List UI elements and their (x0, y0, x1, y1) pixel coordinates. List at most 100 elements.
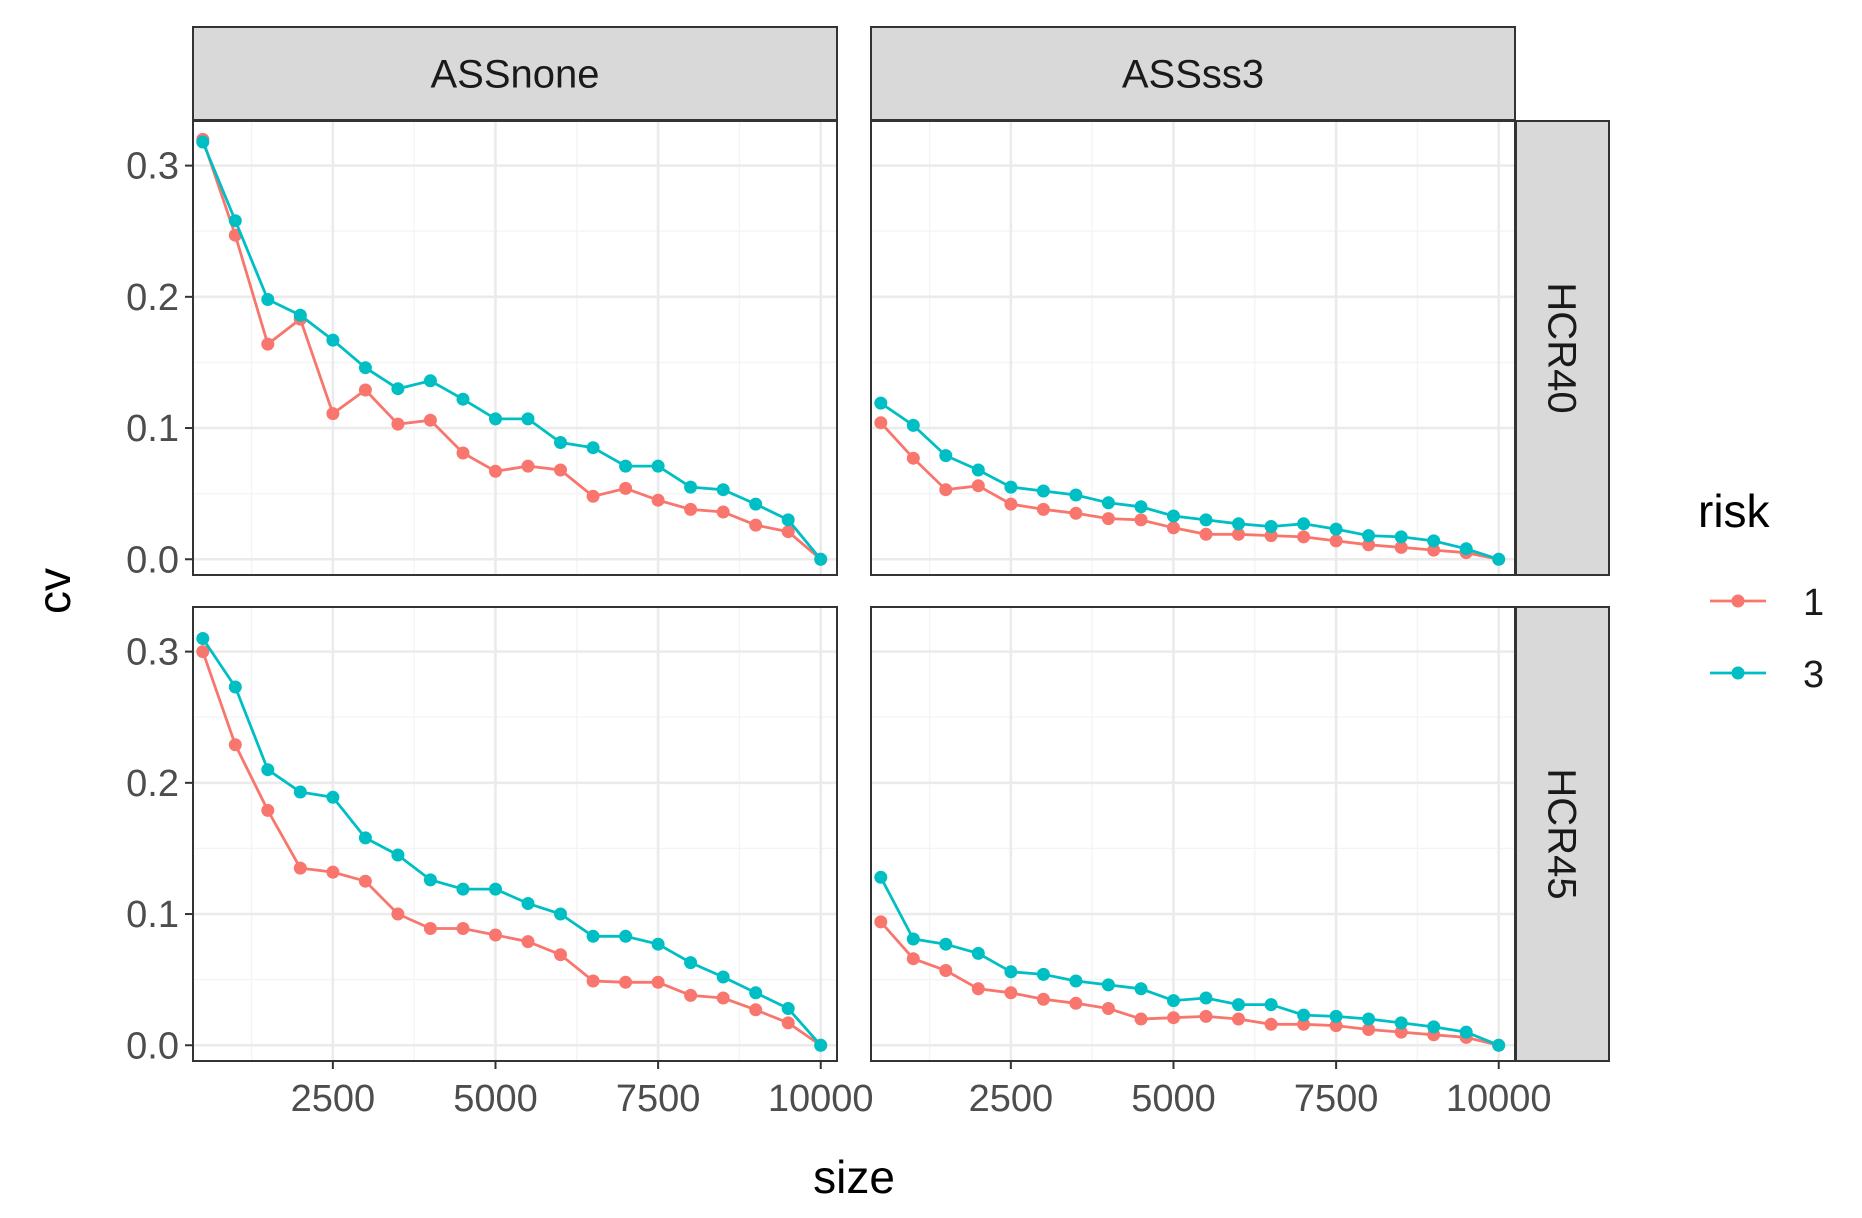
data-point-3 (814, 552, 828, 566)
data-point-1 (293, 861, 307, 875)
data-point-3 (1362, 1012, 1376, 1026)
data-point-1 (749, 518, 763, 532)
data-point-3 (874, 396, 888, 410)
legend-label-1: 1 (1803, 582, 1824, 624)
data-point-1 (781, 525, 795, 539)
data-point-1 (619, 481, 633, 495)
data-point-3 (781, 513, 795, 527)
data-point-3 (684, 480, 698, 494)
data-point-3 (1101, 496, 1115, 510)
data-point-3 (1167, 994, 1180, 1008)
data-point-1 (874, 416, 888, 430)
legend-key-point-1 (1731, 594, 1745, 608)
strip-label-ASSnone: ASSnone (430, 53, 599, 97)
data-point-3 (1134, 982, 1148, 996)
data-point-3 (939, 449, 953, 463)
data-point-1 (939, 483, 953, 497)
data-point-3 (554, 436, 567, 449)
data-point-3 (196, 135, 210, 149)
data-point-3 (1167, 509, 1180, 523)
data-point-1 (228, 738, 242, 752)
data-point-1 (391, 907, 405, 921)
data-point-3 (228, 214, 242, 228)
data-point-1 (489, 928, 502, 942)
data-point-1 (1167, 521, 1180, 535)
y-tick-label: 0.0 (126, 539, 179, 581)
legend-title: risk (1698, 485, 1771, 537)
data-point-3 (1264, 520, 1278, 533)
data-point-1 (1134, 513, 1148, 527)
data-point-3 (261, 293, 275, 306)
panel-background (871, 121, 1515, 575)
strip-label-ASSss3: ASSss3 (1122, 53, 1264, 97)
data-point-3 (1459, 542, 1473, 556)
data-point-1 (906, 451, 920, 465)
data-point-1 (358, 383, 372, 397)
data-point-3 (1069, 488, 1083, 502)
data-point-3 (906, 932, 920, 946)
data-point-3 (1134, 500, 1148, 514)
data-point-1 (1069, 996, 1083, 1010)
data-point-1 (1232, 527, 1245, 541)
data-point-1 (684, 502, 698, 516)
strip-HCR40 (1515, 120, 1610, 576)
data-point-3 (293, 785, 307, 799)
data-point-1 (391, 417, 405, 431)
data-point-3 (586, 929, 600, 943)
data-point-1 (619, 975, 633, 989)
x-tick-label: 10000 (1446, 1078, 1552, 1120)
data-point-3 (1394, 1016, 1408, 1030)
panel-border (192, 606, 838, 1062)
y-tick-label: 0.0 (126, 1025, 179, 1067)
data-point-1 (1362, 538, 1376, 552)
axes-layer: 0.0 0.1 0.2 0.3 0.0 0.1 0.2 0.3 2500 5000 7500 1000… (126, 146, 1551, 1120)
data-point-3 (391, 382, 405, 396)
data-point-3 (358, 831, 372, 845)
data-point-1 (1101, 512, 1115, 526)
data-point-3 (814, 1038, 828, 1052)
panel-background (193, 607, 837, 1061)
data-point-1 (521, 459, 535, 473)
strip-label-HCR40: HCR40 (1540, 282, 1584, 413)
legend-key-point-3 (1731, 666, 1745, 680)
data-point-3 (554, 907, 567, 921)
panel-background (871, 607, 1515, 1061)
data-point-3 (971, 463, 985, 477)
data-point-3 (1427, 534, 1441, 548)
data-point-3 (521, 897, 535, 910)
x-tick-label: 2500 (969, 1078, 1054, 1120)
data-point-1 (1264, 1017, 1278, 1031)
data-point-1 (586, 489, 600, 503)
data-point-3 (326, 333, 340, 347)
data-point-1 (1069, 506, 1083, 520)
data-point-3 (749, 986, 763, 1000)
data-point-3 (196, 632, 210, 645)
data-point-1 (781, 1016, 795, 1030)
data-point-3 (874, 870, 888, 884)
data-point-3 (1427, 1020, 1441, 1034)
data-point-1 (1394, 1025, 1408, 1039)
data-point-3 (1492, 552, 1506, 566)
strip-HCR45 (1515, 606, 1610, 1062)
panel-ASSnone-HCR45 (192, 606, 838, 1062)
data-point-1 (1394, 540, 1408, 554)
data-point-3 (489, 412, 502, 426)
data-point-1 (1362, 1023, 1376, 1036)
panels-layer (192, 120, 1516, 1062)
data-point-1 (939, 964, 953, 977)
data-point-1 (261, 803, 275, 817)
data-point-1 (1004, 986, 1018, 1000)
data-point-1 (906, 952, 920, 966)
x-tick-label: 5000 (1131, 1078, 1216, 1120)
data-point-1 (1199, 1009, 1213, 1023)
data-point-3 (586, 441, 600, 455)
data-point-1 (554, 948, 567, 962)
data-point-1 (1264, 529, 1278, 543)
data-point-3 (391, 848, 405, 862)
data-point-1 (1329, 1019, 1343, 1033)
data-point-3 (971, 946, 985, 960)
data-point-3 (423, 873, 437, 887)
data-point-3 (1297, 1008, 1311, 1022)
data-point-3 (1004, 480, 1018, 494)
